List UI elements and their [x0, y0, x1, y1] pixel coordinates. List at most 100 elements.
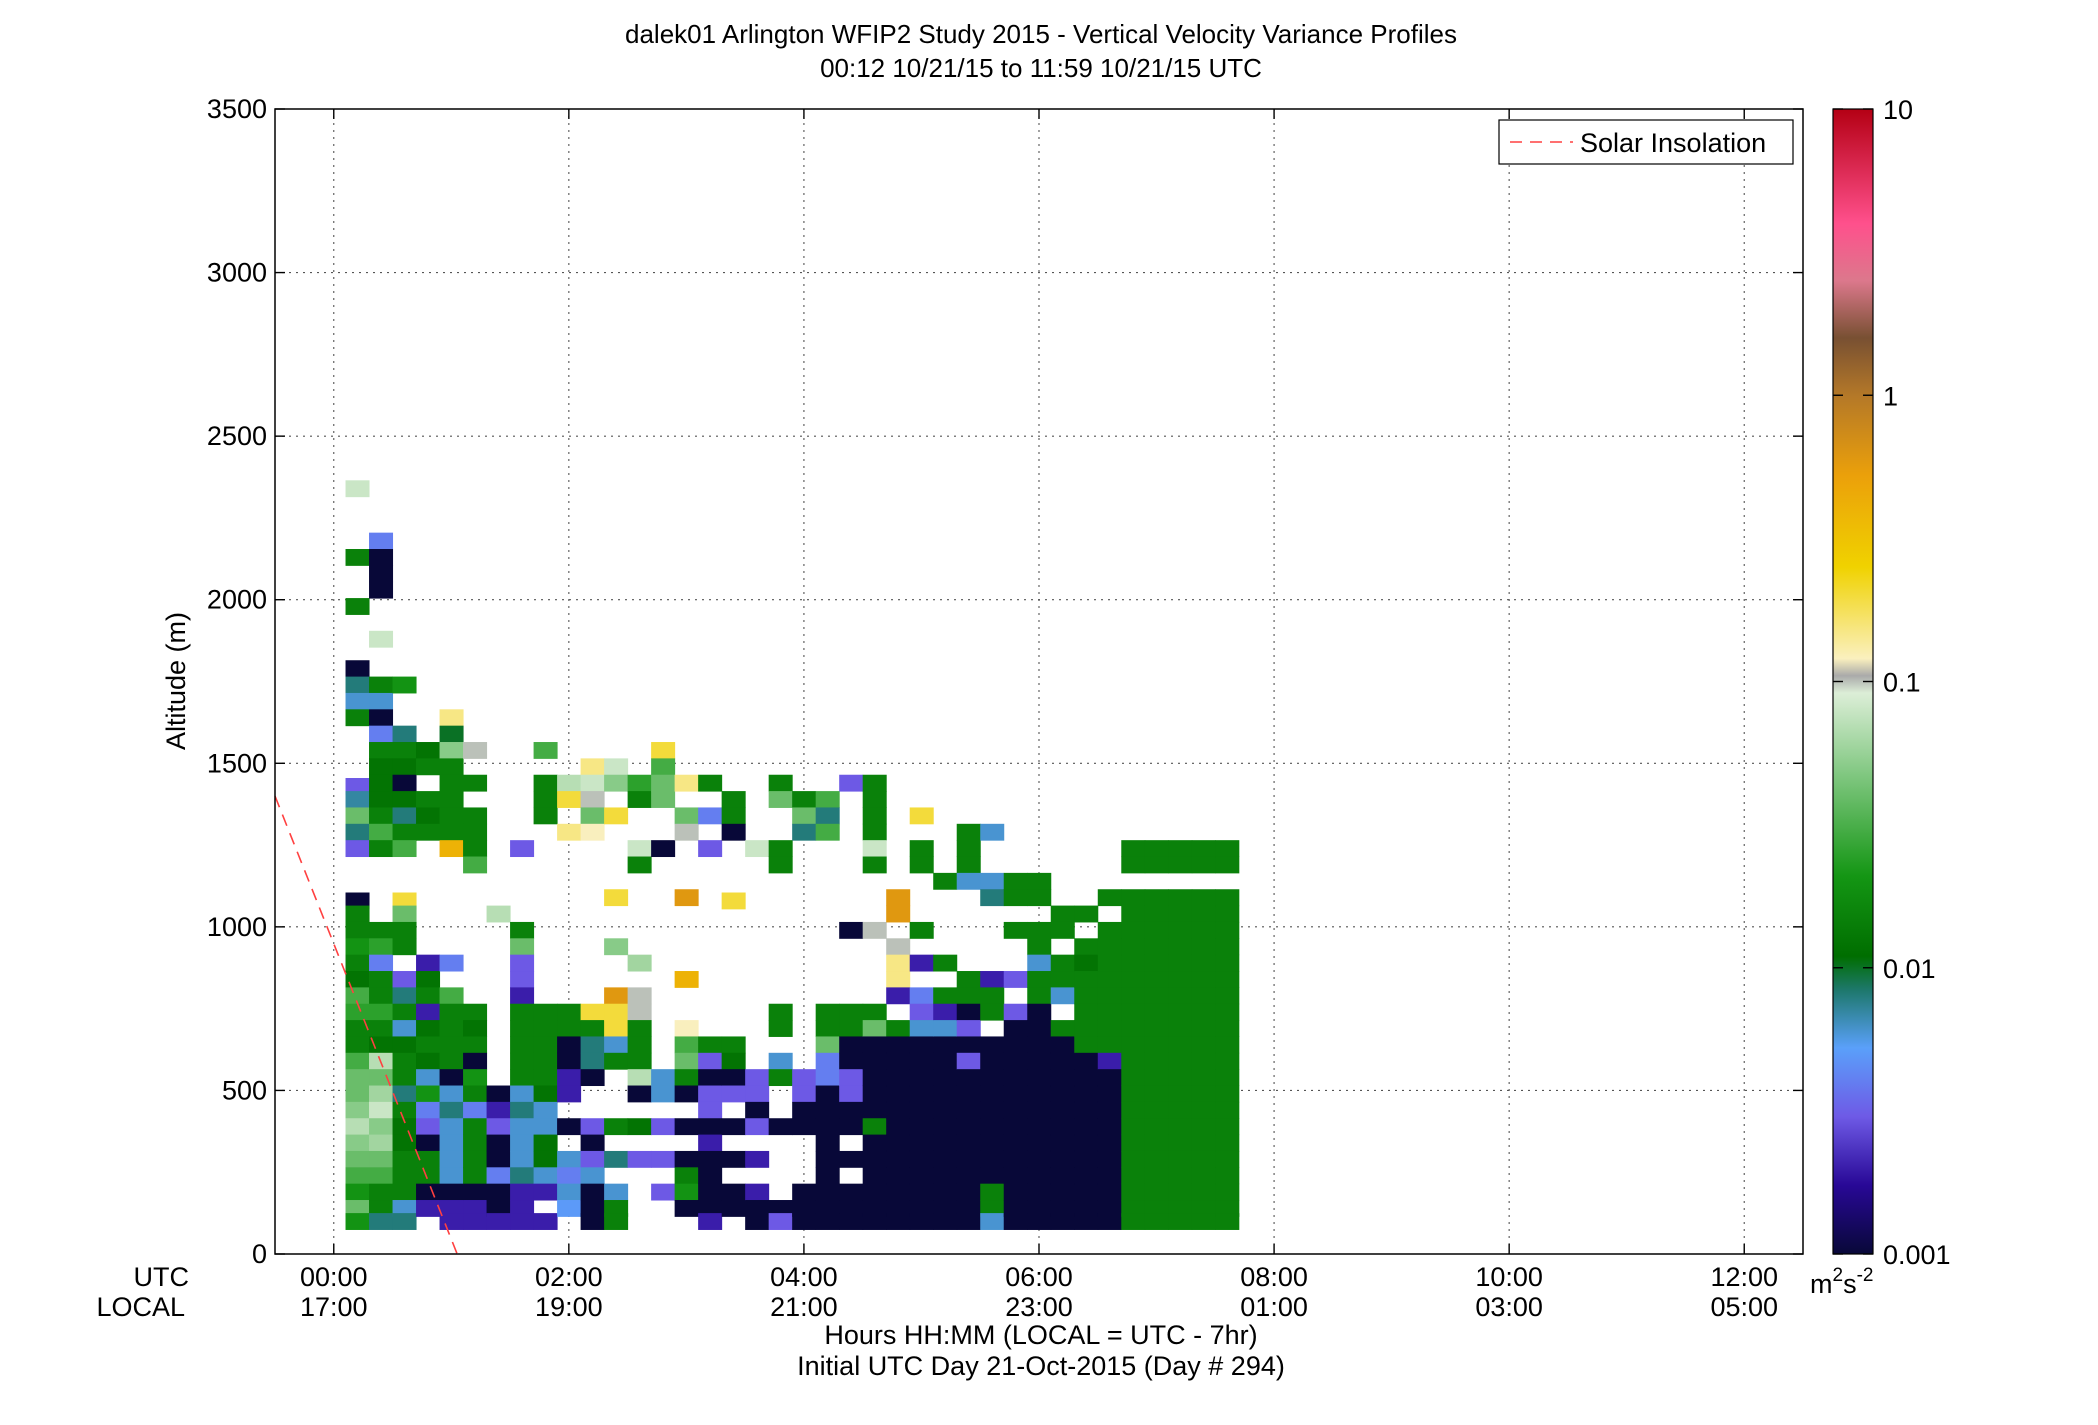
heatmap-cell — [651, 1183, 676, 1201]
heatmap-cell — [345, 1101, 370, 1119]
heatmap-cell — [1121, 905, 1146, 923]
heatmap-cell — [392, 1003, 417, 1021]
heatmap-cell — [1121, 1036, 1146, 1054]
heatmap-cell — [604, 987, 629, 1005]
heatmap-cell — [933, 1200, 958, 1217]
heatmap-cell — [627, 1036, 652, 1054]
heatmap-cell — [369, 774, 394, 792]
heatmap-cell — [439, 1003, 464, 1021]
heatmap-cell — [1050, 1134, 1075, 1152]
heatmap-cell — [886, 987, 911, 1005]
heatmap-cell — [345, 1213, 370, 1230]
heatmap-cell — [439, 1118, 464, 1136]
heatmap-cell — [392, 1118, 417, 1136]
heatmap-cell — [1003, 1036, 1028, 1054]
heatmap-cell — [862, 823, 887, 841]
heatmap-cell — [1215, 1069, 1240, 1087]
heatmap-cell — [1097, 1101, 1122, 1119]
heatmap-cell — [721, 1183, 746, 1201]
colorbar-ticks: 0.001 0.01 0.1 1 10 — [1833, 95, 1951, 1270]
heatmap-cell — [1121, 1200, 1146, 1217]
y-tick-label: 1000 — [207, 912, 267, 942]
heatmap-cell — [698, 1213, 723, 1230]
heatmap-cell — [980, 1183, 1005, 1201]
heatmap-cell — [604, 1118, 629, 1136]
heatmap-cell — [510, 1118, 535, 1136]
heatmap-cell — [815, 807, 840, 825]
heatmap-cell — [862, 1020, 887, 1037]
heatmap-cell — [486, 1150, 511, 1168]
heatmap-cell — [1121, 1101, 1146, 1119]
heatmap-cell — [745, 1150, 770, 1168]
heatmap-cell — [369, 1134, 394, 1152]
heatmap-cell — [416, 791, 441, 808]
heatmap-cell — [933, 872, 958, 890]
heatmap-cell — [862, 1118, 887, 1136]
heatmap-cell — [1121, 840, 1146, 858]
heatmap-cell — [886, 1101, 911, 1119]
heatmap-cell — [721, 892, 746, 910]
heatmap-cell — [909, 1036, 934, 1054]
heatmap-cell — [886, 938, 911, 956]
colorbar-units: m2s-2 — [1810, 1265, 1873, 1299]
heatmap-cell — [1050, 905, 1075, 923]
heatmap-cell — [463, 1183, 488, 1201]
heatmap-cell — [839, 1020, 864, 1037]
heatmap-cell — [909, 856, 934, 874]
heatmap-cell — [416, 758, 441, 776]
heatmap-cell — [510, 1134, 535, 1152]
heatmap-cell — [1097, 954, 1122, 972]
heatmap-cell — [416, 987, 441, 1005]
heatmap-cell — [580, 1052, 605, 1070]
heatmap-cell — [768, 1003, 793, 1021]
heatmap-cell — [463, 1200, 488, 1217]
heatmap-cell — [721, 823, 746, 841]
heatmap-cell — [1144, 1183, 1169, 1201]
heatmap-cell — [768, 840, 793, 858]
heatmap-cell — [674, 1036, 699, 1054]
heatmap-cell — [1121, 1020, 1146, 1037]
y-tick-label: 2500 — [207, 421, 267, 451]
heatmap-cell — [557, 1069, 582, 1087]
heatmap-cell — [839, 921, 864, 939]
legend: Solar Insolation — [1498, 119, 1794, 165]
heatmap-cell — [862, 1069, 887, 1087]
heatmap-cells — [345, 480, 1240, 1230]
heatmap-cell — [1003, 889, 1028, 907]
heatmap-cell — [674, 807, 699, 825]
heatmap-cell — [1027, 1134, 1052, 1152]
heatmap-cell — [1074, 1003, 1099, 1021]
heatmap-cell — [933, 1003, 958, 1021]
heatmap-cell — [627, 1069, 652, 1087]
heatmap-cell — [768, 774, 793, 792]
heatmap-cell — [392, 1200, 417, 1217]
heatmap-cell — [1097, 1118, 1122, 1136]
heatmap-cell — [862, 840, 887, 858]
heatmap-cell — [627, 1118, 652, 1136]
heatmap-cell — [909, 1167, 934, 1185]
heatmap-cell — [486, 1085, 511, 1103]
heatmap-cell — [674, 1167, 699, 1185]
heatmap-cell — [1097, 1183, 1122, 1201]
heatmap-cell — [1121, 1069, 1146, 1087]
heatmap-cell — [980, 1118, 1005, 1136]
colorbar-units-mid: s — [1843, 1269, 1857, 1299]
heatmap-cell — [909, 1118, 934, 1136]
heatmap-cell — [1074, 987, 1099, 1005]
heatmap-cell — [345, 1085, 370, 1103]
heatmap-cell — [1144, 889, 1169, 907]
heatmap-cell — [627, 954, 652, 972]
heatmap-cell — [439, 742, 464, 759]
heatmap-cell — [604, 774, 629, 792]
heatmap-cell — [439, 1167, 464, 1185]
heatmap-cell — [1050, 1101, 1075, 1119]
heatmap-cell — [1003, 872, 1028, 890]
heatmap-cell — [463, 1134, 488, 1152]
x-axis-label-line2: Initial UTC Day 21-Oct-2015 (Day # 294) — [797, 1351, 1285, 1381]
heatmap-cell — [815, 1003, 840, 1021]
heatmap-cell — [1074, 1213, 1099, 1230]
heatmap-cell — [1097, 1052, 1122, 1070]
heatmap-cell — [886, 1020, 911, 1037]
heatmap-cell — [674, 1118, 699, 1136]
heatmap-cell — [815, 1167, 840, 1185]
